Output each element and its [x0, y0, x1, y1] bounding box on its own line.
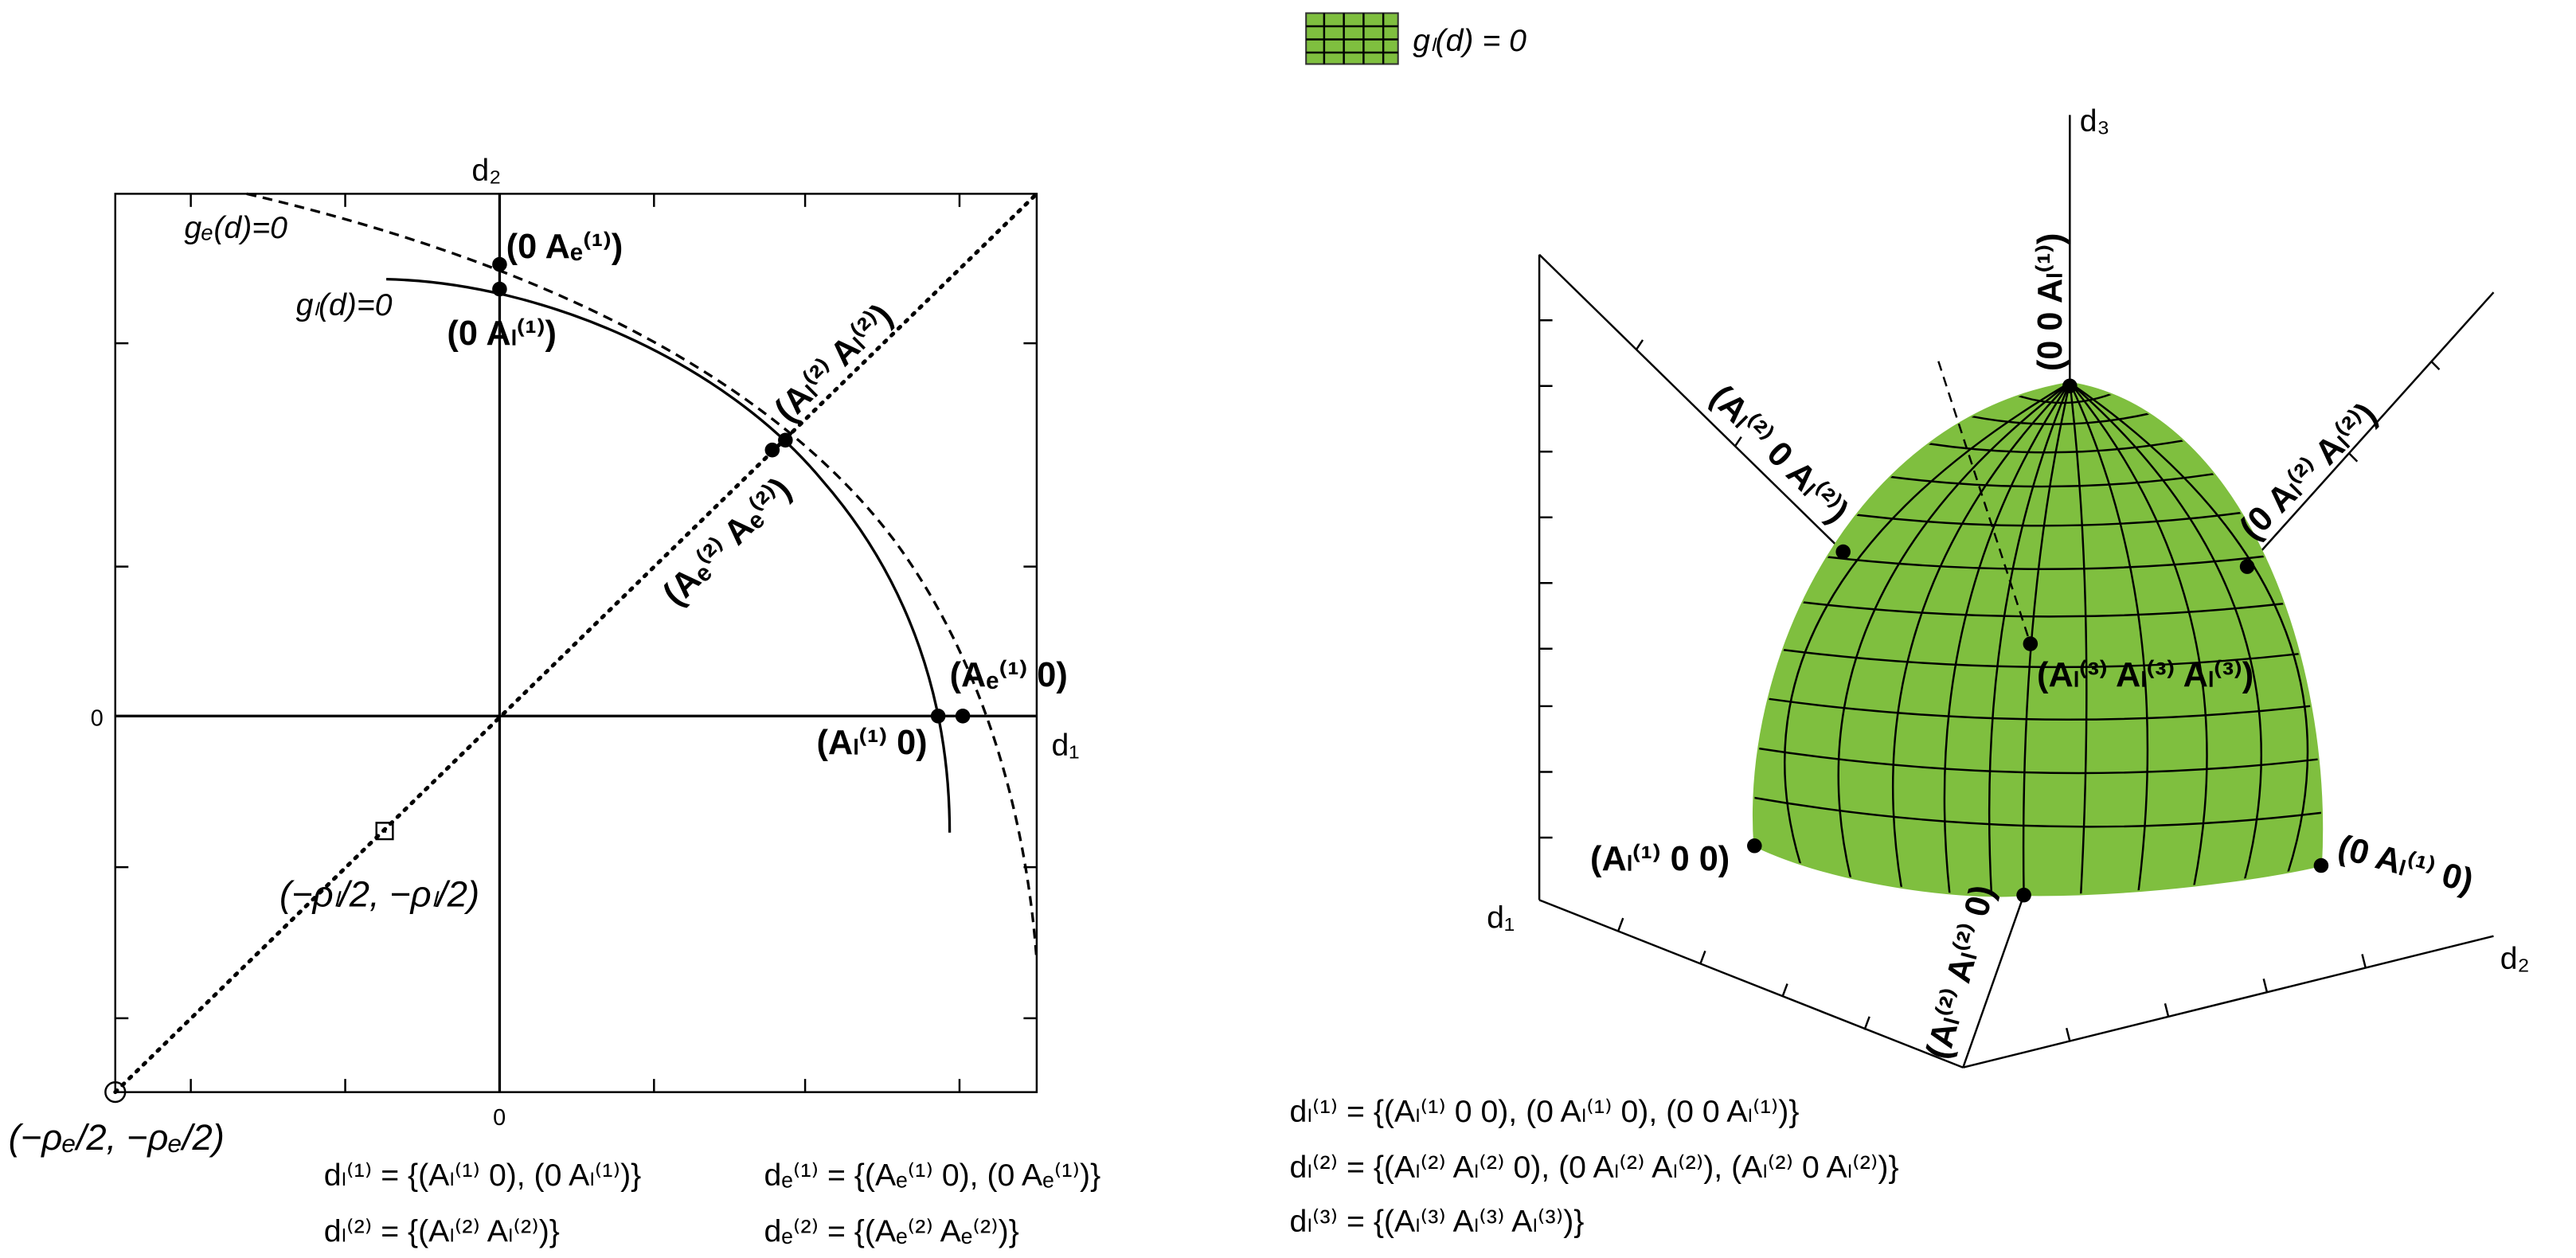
parallel	[1971, 412, 2150, 426]
meridian	[2069, 381, 2309, 873]
point	[492, 256, 507, 272]
point	[492, 281, 507, 297]
point-label: (Aₑ⁽²⁾ Aₑ⁽²⁾)	[655, 471, 798, 613]
axis-ticks	[1539, 318, 2441, 1042]
diagonal	[113, 191, 1039, 1095]
parallel	[1782, 648, 2300, 669]
point	[930, 709, 946, 724]
meridian	[2022, 382, 2071, 896]
marker-label: (−ρₑ/2, −ρₑ/2)	[9, 1117, 225, 1158]
curve-label: gₑ(d)=0	[184, 211, 287, 245]
point-label: (0 Aₗ⁽¹⁾)	[447, 314, 556, 353]
point-label: (Aₑ⁽¹⁾ 0)	[950, 656, 1068, 694]
legend-grid	[1306, 13, 1398, 64]
parallel	[1827, 555, 2265, 571]
circle-marker	[104, 1081, 127, 1104]
point-label: (0 Aₗ⁽¹⁾ 0)	[2334, 828, 2477, 901]
formula: dₑ⁽²⁾ = {(Aₑ⁽²⁾ Aₑ⁽²⁾)}	[764, 1214, 1019, 1248]
axis-label: d₂	[471, 154, 501, 188]
parallel	[2018, 393, 2112, 404]
surface	[1753, 382, 2323, 897]
point-label: (Aₗ⁽²⁾ Aₗ⁽²⁾ 0)	[1919, 881, 2002, 1063]
parallel	[1768, 697, 2312, 721]
plot-frame	[114, 193, 1038, 1093]
hidden-line	[1937, 361, 2032, 644]
axis-label: d₁	[1487, 901, 1515, 935]
curve-label: gₗ(d)=0	[296, 288, 393, 322]
point-label: (0 Aₑ⁽¹⁾)	[506, 228, 623, 266]
meridian	[2069, 381, 2262, 880]
point	[2239, 559, 2255, 574]
point	[2016, 887, 2031, 903]
meridian	[2069, 381, 2208, 886]
point	[764, 442, 780, 458]
axis-label: d₃	[2080, 104, 2110, 139]
meridian	[1891, 381, 2071, 889]
square-center	[382, 829, 387, 833]
legend: gₗ(d) = 0	[1305, 12, 1526, 65]
formula: dₗ⁽²⁾ = {(Aₗ⁽²⁾ Aₗ⁽²⁾ 0), (0 Aₗ⁽²⁾ Aₗ⁽²⁾…	[1290, 1151, 1899, 1185]
point-label: (Aₗ⁽³⁾ Aₗ⁽³⁾ Aₗ⁽³⁾)	[2037, 656, 2254, 694]
meridian	[1837, 381, 2071, 878]
formula: dₗ⁽¹⁾ = {(Aₗ⁽¹⁾ 0 0), (0 Aₗ⁽¹⁾ 0), (0 0 …	[1290, 1095, 1800, 1129]
surface-edge	[1753, 381, 2324, 897]
meridian	[2069, 382, 2088, 895]
point	[2313, 858, 2329, 873]
left-panel: d₂ d₁ 0 0 gₑ(d)=0 gₗ(d)=0 (0 Aₑ⁽¹⁾) (0 A…	[9, 154, 1100, 1248]
formula: dₗ⁽²⁾ = {(Aₗ⁽²⁾ Aₗ⁽²⁾)}	[324, 1214, 560, 1248]
meridian	[1943, 381, 2071, 894]
ge-curve	[246, 192, 1038, 961]
parallel	[1802, 601, 2285, 618]
formula: dₗ⁽¹⁾ = {(Aₗ⁽¹⁾ 0), (0 Aₗ⁽¹⁾)}	[324, 1158, 642, 1193]
meridian	[1784, 381, 2070, 865]
axis-label: d₂	[2500, 942, 2530, 976]
point-label: (Aₗ⁽¹⁾ 0)	[817, 724, 928, 762]
frame-ticks	[115, 193, 1037, 1092]
formula: dₗ⁽³⁾ = {(Aₗ⁽³⁾ Aₗ⁽³⁾ Aₗ⁽³⁾)}	[1290, 1205, 1585, 1239]
point-label: (0 0 Aₗ⁽¹⁾)	[2031, 233, 2070, 372]
point	[2023, 636, 2039, 651]
d1-axis	[1538, 899, 1964, 1069]
floor-line	[1962, 894, 2025, 1069]
meridian	[1988, 382, 2071, 897]
tick-label: 0	[493, 1105, 506, 1131]
point-label: (Aₗ⁽²⁾ 0 Aₗ⁽²⁾)	[1702, 377, 1855, 530]
wall-line	[1538, 253, 1844, 553]
parallel	[1758, 747, 2319, 775]
marker-label: (−ρₗ/2, −ρₗ/2)	[279, 874, 479, 915]
parallel	[1856, 511, 2242, 527]
d2-axis	[1962, 935, 2494, 1069]
meridian	[2069, 382, 2149, 892]
point-label: (0 Aₗ⁽²⁾ Aₗ⁽²⁾)	[2232, 396, 2384, 548]
legend-label: gₗ(d) = 0	[1413, 24, 1526, 58]
point	[2062, 378, 2078, 394]
point	[1747, 838, 1762, 854]
surface-grid	[1753, 381, 2324, 897]
square-marker	[375, 822, 394, 841]
point-label: (Aₗ⁽¹⁾ 0 0)	[1590, 840, 1730, 878]
point	[778, 432, 793, 448]
point	[1835, 544, 1851, 560]
wall-line	[2246, 291, 2495, 568]
formula: dₑ⁽¹⁾ = {(Aₑ⁽¹⁾ 0), (0 Aₑ⁽¹⁾)}	[764, 1158, 1101, 1193]
point-label: (Aₗ⁽²⁾ Aₗ⁽²⁾)	[768, 297, 901, 430]
point	[955, 709, 971, 724]
parallel	[1753, 796, 2323, 828]
gl-curve	[386, 278, 952, 833]
tick-label: 0	[91, 706, 104, 732]
axis-label: d₁	[1051, 729, 1079, 763]
parallel	[1890, 472, 2214, 488]
right-panel: d₃ d₁ d₂ (0 0 Aₗ⁽¹⁾) (Aₗ⁽²⁾ 0 Aₗ⁽²⁾) (0 …	[1290, 104, 2530, 1239]
parallel	[1928, 440, 2184, 454]
